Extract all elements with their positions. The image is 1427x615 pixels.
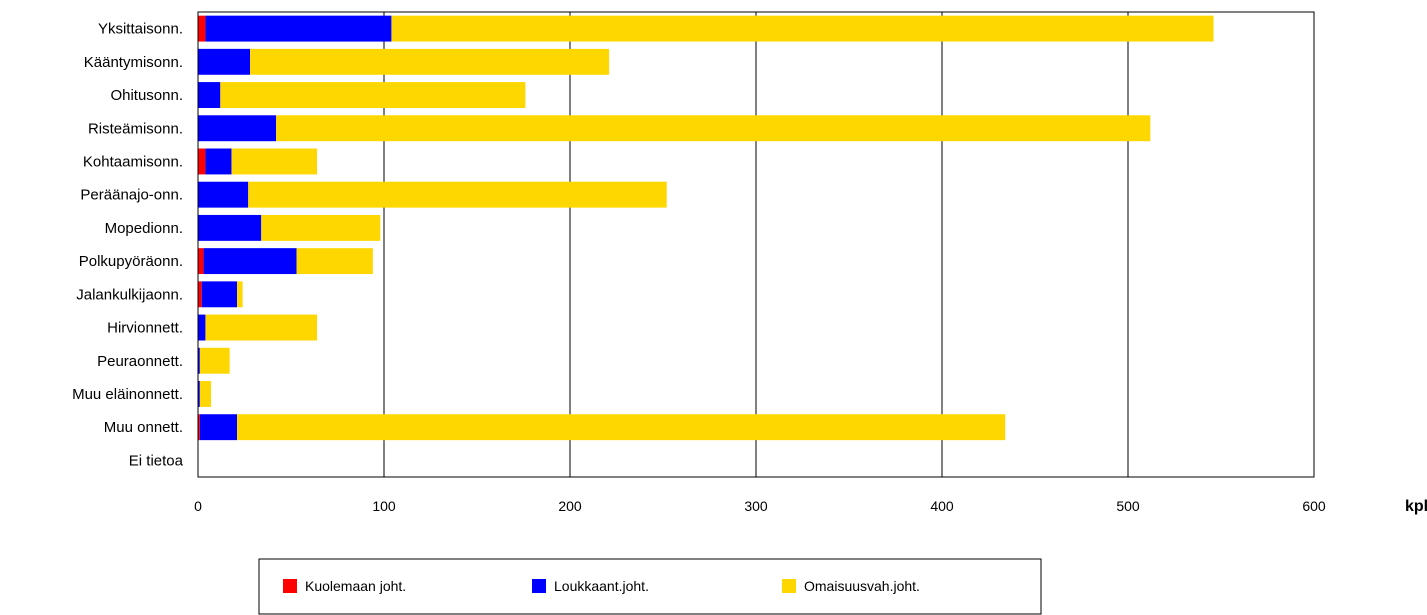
- category-label: Mopedionn.: [105, 220, 183, 237]
- legend-swatch: [782, 579, 796, 593]
- bar-segment: [198, 414, 200, 441]
- category-label: Muu eläinonnett.: [72, 386, 183, 403]
- bars: [198, 15, 1214, 441]
- category-label: Muu onnett.: [104, 419, 183, 436]
- bar-segment: [231, 148, 318, 175]
- bar-segment: [261, 214, 381, 241]
- bar-segment: [198, 214, 262, 241]
- bar-segment: [198, 115, 277, 142]
- category-label: Polkupyöräonn.: [79, 253, 183, 270]
- category-label: Kohtaamisonn.: [83, 153, 183, 170]
- category-label: Ei tietoa: [129, 452, 184, 469]
- category-label: Yksittaisonn.: [98, 21, 183, 38]
- bar-segment: [199, 347, 230, 374]
- x-tick-label: 600: [1302, 498, 1326, 514]
- bar-segment: [237, 281, 243, 308]
- category-labels: Yksittaisonn. Kääntymisonn. Ohitusonn. Rist…: [72, 21, 184, 470]
- x-axis-ticks: 0 100 200 300 400 500 600: [194, 498, 1326, 514]
- legend-swatch: [532, 579, 546, 593]
- bar-segment: [205, 15, 392, 42]
- x-tick-label: 300: [744, 498, 768, 514]
- category-label: Peräänajo-onn.: [80, 187, 183, 204]
- bar-segment: [198, 248, 204, 275]
- bar-segment: [276, 115, 1151, 142]
- bar-segment: [296, 248, 373, 275]
- x-axis-unit-label: kpl: [1405, 498, 1427, 515]
- category-label: Jalankulkijaonn.: [76, 286, 183, 303]
- legend-label: Kuolemaan joht.: [305, 578, 406, 594]
- category-label: Risteämisonn.: [88, 120, 183, 137]
- category-label: Ohitusonn.: [110, 87, 183, 104]
- plot-frame: [197, 11, 1315, 478]
- bar-segment: [199, 381, 212, 407]
- bar-segment: [220, 82, 526, 108]
- bar-segment: [198, 314, 206, 341]
- bar-segment: [205, 148, 232, 175]
- bar-segment: [203, 248, 297, 275]
- bar-segment: [198, 48, 251, 75]
- bar-segment: [201, 281, 238, 308]
- x-tick-label: 0: [194, 498, 202, 514]
- x-tick-label: 500: [1116, 498, 1140, 514]
- bar-segment: [198, 381, 200, 407]
- bar-segment: [199, 414, 238, 441]
- legend-label: Omaisuusvah.joht.: [804, 578, 920, 594]
- legend-swatch: [283, 579, 297, 593]
- legend: Kuolemaan joht. Loukkaant.joht. Omaisuusva…: [258, 558, 1042, 615]
- x-tick-label: 100: [372, 498, 396, 514]
- bar-segment: [205, 314, 318, 341]
- bar-segment: [198, 15, 206, 42]
- bar-segment: [198, 347, 200, 374]
- x-tick-label: 200: [558, 498, 582, 514]
- bar-segment: [198, 281, 202, 308]
- category-label: Peuraonnett.: [97, 353, 183, 370]
- legend-frame: [258, 558, 1042, 615]
- bar-segment: [198, 148, 206, 175]
- bar-segment: [250, 48, 610, 75]
- category-label: Hirvionnett.: [107, 320, 183, 337]
- legend-label: Loukkaant.joht.: [554, 578, 649, 594]
- bar-segment: [237, 414, 1006, 441]
- bar-segment: [198, 82, 221, 108]
- bar-segment: [391, 15, 1214, 42]
- bar-segment: [248, 181, 667, 208]
- category-label: Kääntymisonn.: [84, 54, 183, 71]
- x-tick-label: 400: [930, 498, 954, 514]
- bar-segment: [198, 181, 249, 208]
